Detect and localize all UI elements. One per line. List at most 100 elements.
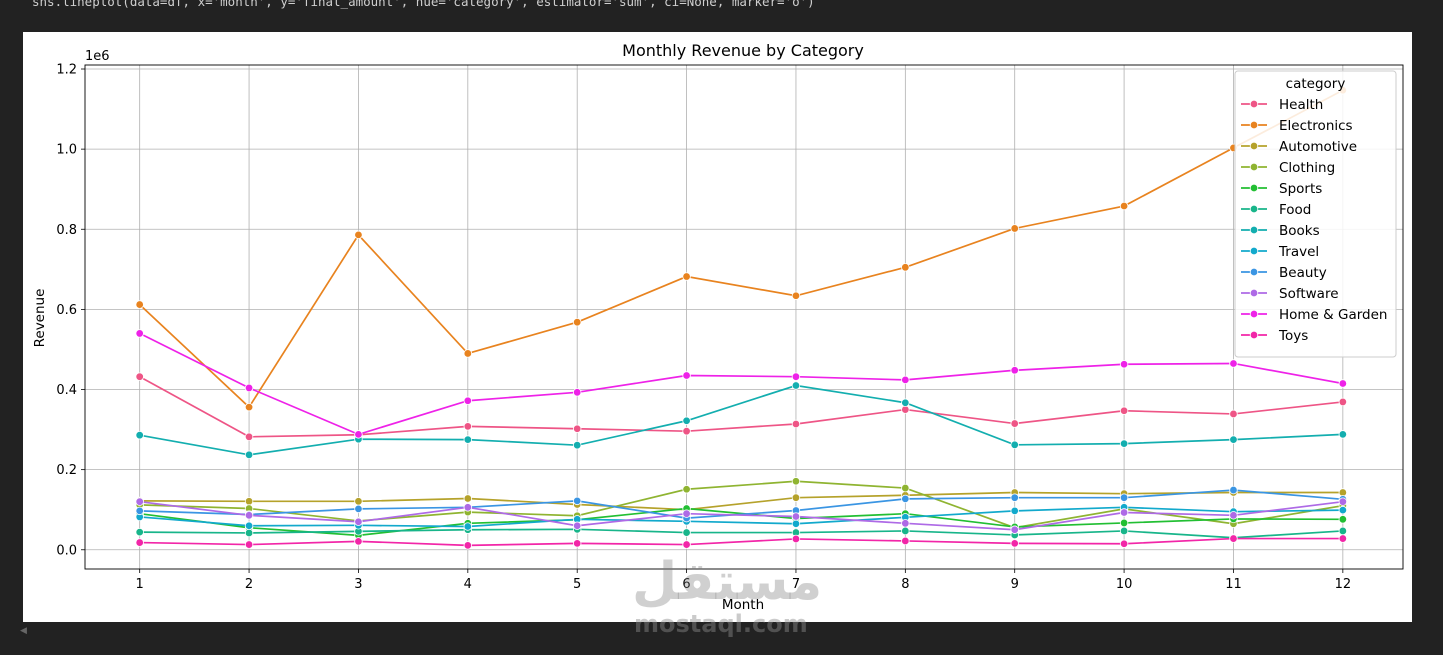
legend-item: Travel [1241,244,1319,260]
legend-item: Electronics [1241,118,1353,134]
legend-swatch-marker [1249,246,1259,256]
series-line [139,500,1343,531]
data-point [1338,534,1348,543]
legend-label: Sports [1279,181,1322,197]
series-toys [135,534,1348,550]
line-chart: 1 2 3 4 5 6 7 8 9 10 11 120.00.20.40.60.81.01.2 Mon… [32,41,1404,613]
y-offset-label: 1e6 [85,49,110,64]
data-point [354,517,363,526]
data-point [1119,439,1129,448]
data-point [1229,409,1238,419]
data-point [901,263,910,272]
legend-swatch-marker [1249,288,1259,298]
series-line [139,480,1343,529]
y-tick-label: 0.2 [56,463,77,478]
data-point [135,538,144,547]
data-point [572,539,582,548]
data-point [1229,534,1238,543]
data-point [463,522,473,531]
legend-item: Automotive [1241,139,1357,155]
data-point [1010,493,1019,502]
data-point [682,485,691,494]
code-cell-text: sns.lineplot(data=df, x='month', y='fina… [32,0,815,9]
data-point [244,402,254,412]
data-point [354,430,363,439]
data-point [572,318,582,327]
y-tick-label: 0.0 [56,543,77,558]
data-point [463,349,473,358]
data-point [791,519,801,528]
plot-output-panel: 1 2 3 4 5 6 7 8 9 10 11 12 0.0 0.2 0.4 0.6 0.8 1.0 1.2 Mon… [23,32,1412,622]
legend-box [1234,70,1397,358]
series-line [139,89,1344,409]
legend-swatch-marker [1249,225,1259,235]
legend-item: Books [1241,223,1320,239]
legend-label: Automotive [1279,139,1357,155]
data-point [791,381,801,390]
data-point [1338,397,1348,407]
data-point [1229,485,1238,495]
legend-item: Toys [1241,328,1308,344]
data-point [1010,539,1019,548]
legend-label: Electronics [1279,118,1353,134]
legend-label: Travel [1278,244,1319,260]
legend-swatch-marker [1249,141,1259,151]
x-tick-label: 5 [573,577,581,592]
y-tick-label: 1.2 [56,63,77,78]
data-point [1119,493,1129,502]
series-line [139,528,1343,539]
data-point [135,497,144,506]
data-point [1119,201,1129,211]
axes: 1 2 3 4 5 6 7 8 9 10 11 120.00.20.40.60.81.01.2 [56,63,1404,592]
x-tick-label: 2 [245,577,253,592]
series-line [139,491,1343,511]
data-point [1338,497,1348,506]
data-point [1338,379,1348,388]
data-point [791,534,801,544]
data-point [1010,506,1019,516]
watermark-arabic: مستقل [632,552,823,612]
watermark-latin: mostaql.com [634,610,808,638]
data-point [572,521,582,530]
legend-item: Software [1241,286,1339,302]
data-point [682,528,691,537]
data-point [1010,419,1019,428]
data-point [682,540,691,549]
data-point [1119,406,1129,415]
plot-frame [84,64,1404,570]
data-point [572,388,582,397]
data-point [572,496,582,506]
x-tick-label: 7 [792,577,800,592]
legend-swatch-marker [1249,183,1259,193]
y-axis-label: Revenue [32,289,48,348]
data-point [1338,515,1348,524]
data-point [791,477,801,486]
series-home-garden [135,329,1348,439]
data-point [901,494,910,504]
data-point [791,493,801,502]
data-point [354,504,363,514]
data-point [135,372,144,381]
series-electronics [135,86,1348,412]
x-tick-label: 1 [136,577,144,592]
legend-item: Health [1241,97,1323,113]
data-point [135,329,144,338]
chart-title: Monthly Revenue by Category [622,41,864,60]
data-point [1338,526,1348,536]
data-point [901,519,910,528]
data-point [682,416,691,425]
data-point [901,375,910,385]
data-point [463,494,473,503]
series-lines [135,86,1348,550]
data-point [901,483,910,493]
series-health [135,372,1348,441]
legend-swatch-marker [1249,330,1259,340]
legend-label: Health [1279,97,1323,113]
legend-swatch-marker [1249,204,1259,214]
data-point [682,371,691,380]
legend-label: Food [1279,202,1311,218]
legend-swatch-marker [1249,120,1259,130]
scroll-left-icon[interactable]: ◀ [20,626,27,636]
data-point [463,541,473,550]
data-point [682,509,691,518]
